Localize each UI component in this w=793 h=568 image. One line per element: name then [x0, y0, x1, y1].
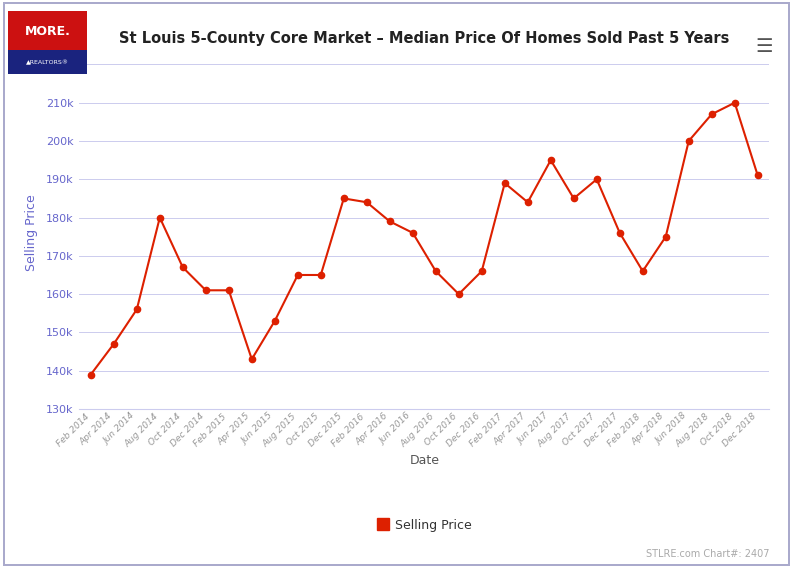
FancyBboxPatch shape: [8, 11, 87, 52]
Legend: Selling Price: Selling Price: [371, 513, 477, 537]
FancyBboxPatch shape: [8, 50, 87, 74]
Text: ▲REALTORS®: ▲REALTORS®: [26, 60, 69, 65]
Text: STLRE.com Chart#: 2407: STLRE.com Chart#: 2407: [646, 549, 769, 559]
Title: St Louis 5-County Core Market – Median Price Of Homes Sold Past 5 Years: St Louis 5-County Core Market – Median P…: [119, 31, 730, 46]
Y-axis label: Selling Price: Selling Price: [25, 194, 37, 272]
Text: MORE.: MORE.: [25, 25, 71, 38]
X-axis label: Date: Date: [409, 454, 439, 467]
Text: ☰: ☰: [756, 37, 773, 56]
